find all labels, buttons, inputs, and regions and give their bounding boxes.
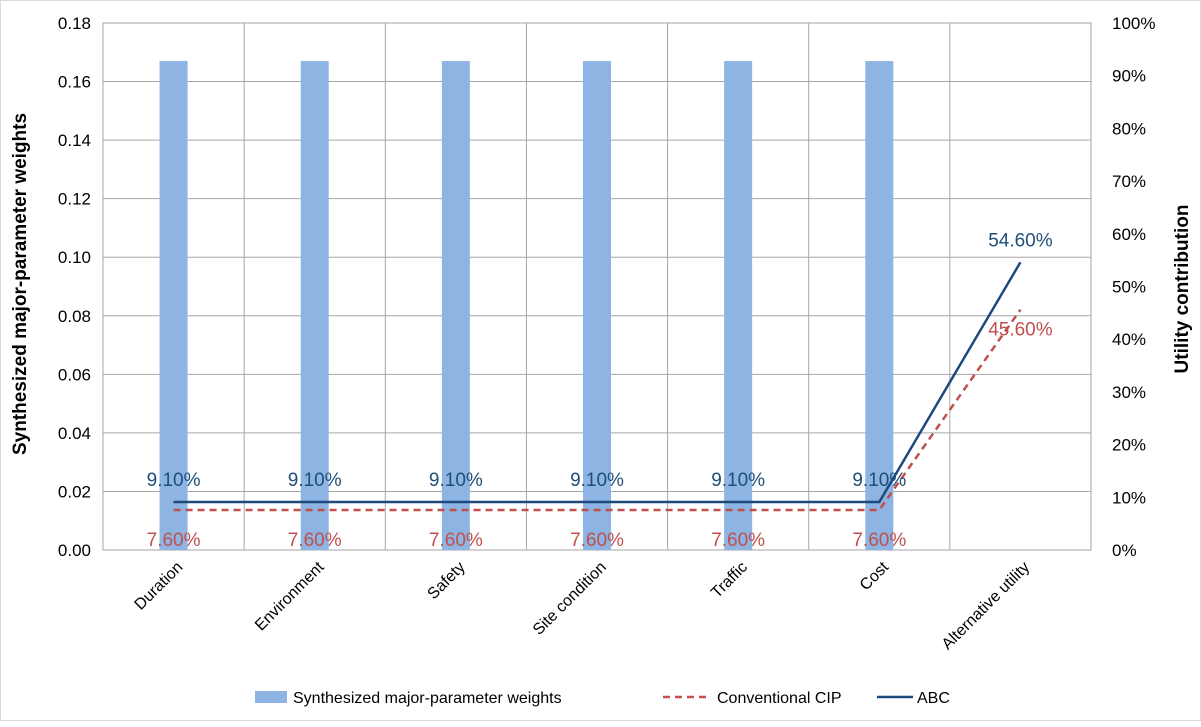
abc-data-label: 54.60% <box>988 230 1053 251</box>
legend-label-cip: Conventional CIP <box>717 690 842 707</box>
abc-data-label: 9.10% <box>852 470 906 491</box>
abc-line <box>173 261 1022 504</box>
right-tick-label: 0% <box>1112 541 1137 560</box>
abc-data-label: 9.10% <box>570 470 624 491</box>
right-tick-label: 100% <box>1112 14 1155 33</box>
bar <box>159 61 188 551</box>
right-tick-label: 70% <box>1112 172 1146 191</box>
category-tick-label: Cost <box>857 558 893 594</box>
cip-data-label: 7.60% <box>147 530 201 551</box>
category-tick-label: Safety <box>425 559 469 603</box>
bar <box>300 61 329 551</box>
left-tick-label: 0.18 <box>58 14 91 33</box>
left-tick-label: 0.14 <box>58 131 91 150</box>
cip-data-label: 45.60% <box>988 320 1053 341</box>
bar-series <box>159 61 894 551</box>
bar <box>724 61 753 551</box>
right-tick-label: 30% <box>1112 383 1146 402</box>
bar <box>441 61 470 551</box>
legend-label-abc: ABC <box>917 690 950 707</box>
right-tick-label: 90% <box>1112 67 1146 86</box>
left-tick-label: 0.08 <box>58 307 91 326</box>
right-tick-label: 60% <box>1112 225 1146 244</box>
left-tick-label: 0.12 <box>58 190 91 209</box>
bar <box>865 61 894 551</box>
left-tick-label: 0.02 <box>58 482 91 501</box>
cip-line <box>173 308 1022 512</box>
left-tick-label: 0.04 <box>58 424 91 443</box>
cip-data-label: 7.60% <box>429 530 483 551</box>
bar <box>583 61 611 551</box>
category-tick-label: Traffic <box>708 559 751 602</box>
category-tick-label: Environment <box>252 558 328 634</box>
abc-data-label: 9.10% <box>711 470 765 491</box>
right-tick-label: 10% <box>1112 488 1146 507</box>
abc-data-label: 9.10% <box>429 470 483 491</box>
right-tick-label: 20% <box>1112 436 1146 455</box>
legend: Synthesized major-parameter weights Conv… <box>255 690 950 707</box>
right-tick-label: 40% <box>1112 330 1146 349</box>
cip-data-label: 7.60% <box>852 530 906 551</box>
left-tick-label: 0.00 <box>58 541 91 560</box>
cip-data-label: 7.60% <box>711 530 765 551</box>
left-tick-label: 0.16 <box>58 73 91 92</box>
line-series <box>173 261 1022 512</box>
gridlines <box>102 22 1092 551</box>
right-tick-label: 50% <box>1112 278 1146 297</box>
category-tick-label: Alternative utility <box>939 559 1033 653</box>
right-tick-label: 80% <box>1112 119 1146 138</box>
data-labels: 7.60% 7.60% 7.60% 7.60% 7.60% 7.60% 45.60% 9.10… <box>147 230 1053 551</box>
cip-data-label: 7.60% <box>570 530 624 551</box>
legend-swatch-weights <box>255 691 287 703</box>
legend-label-weights: Synthesized major-parameter weights <box>293 690 562 707</box>
cip-data-label: 7.60% <box>288 530 342 551</box>
category-tick-label: Duration <box>132 559 187 614</box>
abc-data-label: 9.10% <box>147 470 201 491</box>
right-axis-title: Utility contribution <box>1172 205 1193 374</box>
abc-data-label: 9.10% <box>288 470 342 491</box>
left-tick-label: 0.06 <box>58 365 91 384</box>
left-tick-label: 0.10 <box>58 248 91 267</box>
left-axis-title: Synthesized major-parameter weights <box>10 113 31 455</box>
category-tick-label: Site condition <box>530 559 610 639</box>
